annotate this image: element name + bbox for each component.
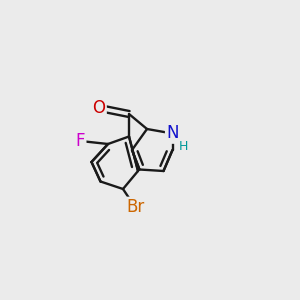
Text: Br: Br	[126, 198, 144, 216]
Text: O: O	[92, 99, 106, 117]
Text: F: F	[76, 132, 85, 150]
Text: N: N	[166, 124, 179, 142]
Text: H: H	[178, 140, 188, 154]
